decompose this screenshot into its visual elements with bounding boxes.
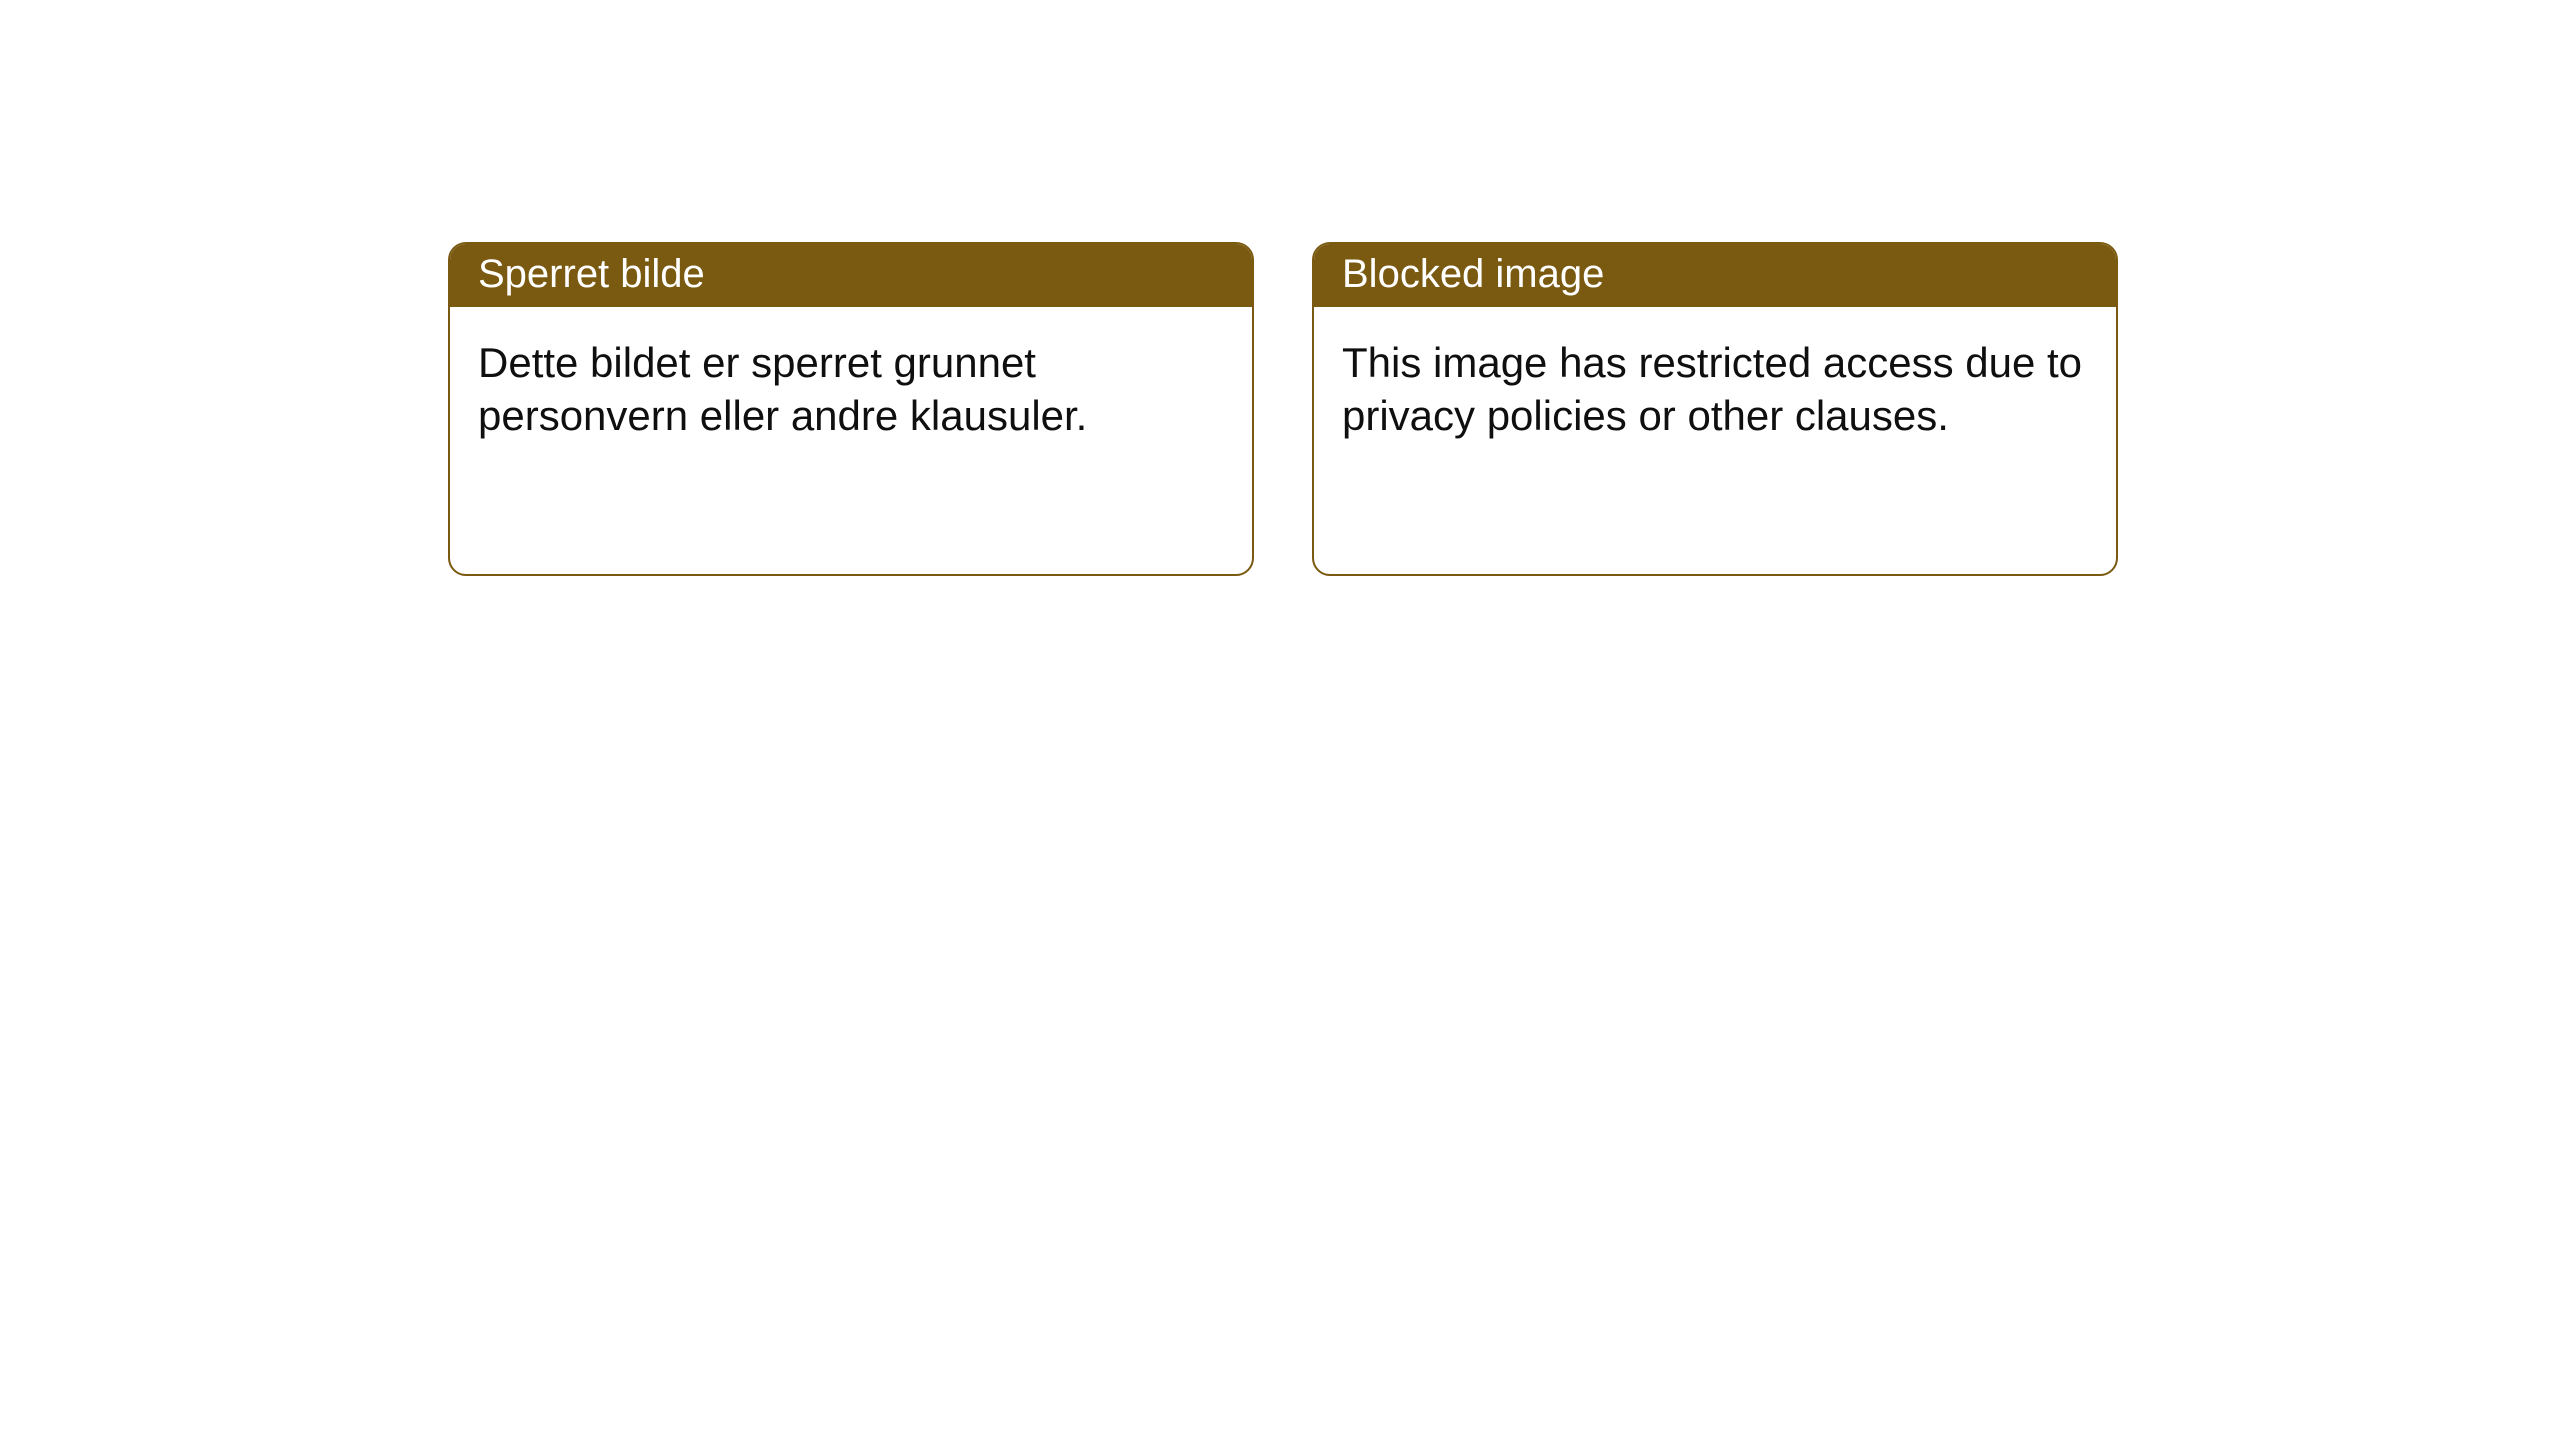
blocked-image-card-no: Sperret bilde Dette bildet er sperret gr… <box>448 242 1254 576</box>
blocked-image-card-en: Blocked image This image has restricted … <box>1312 242 2118 576</box>
card-body-no: Dette bildet er sperret grunnet personve… <box>450 307 1252 472</box>
notice-cards-row: Sperret bilde Dette bildet er sperret gr… <box>0 0 2560 576</box>
card-title-no: Sperret bilde <box>450 244 1252 307</box>
card-body-en: This image has restricted access due to … <box>1314 307 2116 472</box>
card-title-en: Blocked image <box>1314 244 2116 307</box>
